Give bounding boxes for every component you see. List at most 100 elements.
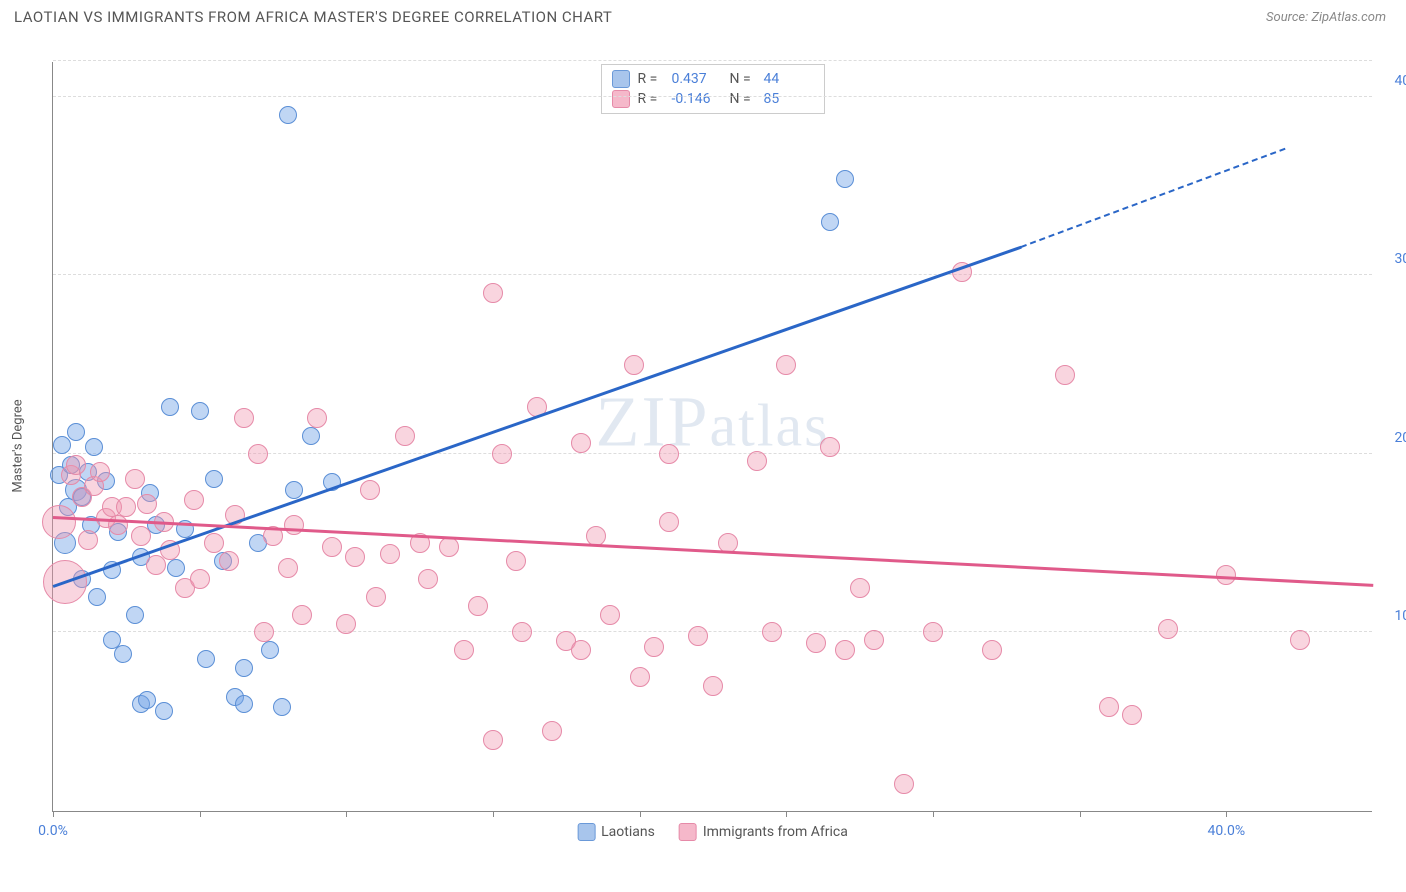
scatter-point [439, 537, 459, 557]
gridline [53, 96, 1372, 97]
scatter-point [116, 497, 136, 517]
header: LAOTIAN VS IMMIGRANTS FROM AFRICA MASTER… [0, 0, 1406, 30]
scatter-point [284, 515, 304, 535]
scatter-point [600, 605, 620, 625]
scatter-point [923, 622, 943, 642]
scatter-point [624, 355, 644, 375]
scatter-point [571, 640, 591, 660]
scatter-point [235, 659, 253, 677]
scatter-point [278, 558, 298, 578]
scatter-point [418, 569, 438, 589]
y-tick-label: 30.0% [1394, 251, 1406, 267]
trend-line [1021, 148, 1286, 249]
x-tick [1080, 811, 1081, 817]
scatter-point [571, 433, 591, 453]
stats-row-africa: R = -0.146 N = 85 [612, 89, 814, 109]
scatter-point [234, 408, 254, 428]
scatter-point [894, 774, 914, 794]
scatter-point [273, 698, 291, 716]
scatter-point [197, 650, 215, 668]
n-label: N = [730, 71, 756, 87]
x-tick [1226, 811, 1227, 817]
y-tick-label: 20.0% [1394, 430, 1406, 446]
x-tick [346, 811, 347, 817]
scatter-point [90, 462, 110, 482]
x-tick-label: 40.0% [1208, 823, 1246, 839]
scatter-point [483, 283, 503, 303]
scatter-point [254, 622, 274, 642]
scatter-point [138, 691, 156, 709]
scatter-point [747, 451, 767, 471]
scatter-point [703, 676, 723, 696]
gridline [53, 60, 1372, 61]
x-tick [493, 811, 494, 817]
scatter-point [219, 551, 239, 571]
scatter-point [302, 427, 320, 445]
scatter-point [85, 438, 103, 456]
r-label: R = [638, 91, 664, 107]
scatter-point [1158, 619, 1178, 639]
source-prefix: Source: [1266, 10, 1311, 25]
scatter-point [1055, 365, 1075, 385]
scatter-point [630, 667, 650, 687]
scatter-point [835, 640, 855, 660]
y-tick-label: 10.0% [1394, 608, 1406, 624]
scatter-point [820, 437, 840, 457]
x-tick [786, 811, 787, 817]
watermark: ZIPatlas [596, 380, 830, 463]
scatter-point [248, 444, 268, 464]
scatter-point [762, 622, 782, 642]
scatter-point [982, 640, 1002, 660]
source-attribution: Source: ZipAtlas.com [1266, 10, 1386, 25]
scatter-point [322, 537, 342, 557]
scatter-point [285, 481, 303, 499]
scatter-point [821, 213, 839, 231]
scatter-point [126, 606, 144, 624]
stats-legend: R = 0.437 N = 44 R = -0.146 N = 85 [601, 64, 825, 114]
scatter-point [468, 596, 488, 616]
chart-title: LAOTIAN VS IMMIGRANTS FROM AFRICA MASTER… [14, 8, 612, 26]
source-name: ZipAtlas.com [1311, 10, 1386, 25]
n-label: N = [730, 91, 756, 107]
scatter-point [659, 512, 679, 532]
scatter-point [688, 626, 708, 646]
scatter-point [137, 494, 157, 514]
scatter-point [1122, 705, 1142, 725]
scatter-point [66, 455, 86, 475]
x-tick [640, 811, 641, 817]
x-tick [933, 811, 934, 817]
x-tick-label: 0.0% [38, 823, 68, 839]
scatter-point [184, 490, 204, 510]
scatter-point [512, 622, 532, 642]
n-value: 44 [764, 71, 814, 87]
scatter-point [191, 402, 209, 420]
scatter-point [380, 544, 400, 564]
scatter-point [806, 633, 826, 653]
scatter-point [659, 444, 679, 464]
scatter-point [506, 551, 526, 571]
legend-item-africa: Immigrants from Africa [679, 823, 848, 841]
scatter-point [1290, 630, 1310, 650]
scatter-point [205, 470, 223, 488]
scatter-point [395, 426, 415, 446]
legend-item-laotians: Laotians [577, 823, 655, 841]
scatter-point [67, 423, 85, 441]
scatter-point [307, 408, 327, 428]
x-tick [200, 811, 201, 817]
scatter-point [78, 530, 98, 550]
scatter-point [542, 721, 562, 741]
r-label: R = [638, 71, 664, 87]
scatter-point [776, 355, 796, 375]
scatter-point [88, 588, 106, 606]
stats-row-laotians: R = 0.437 N = 44 [612, 69, 814, 89]
scatter-point [644, 637, 664, 657]
scatter-point [261, 641, 279, 659]
scatter-point [850, 578, 870, 598]
x-tick [53, 811, 54, 817]
scatter-point [483, 730, 503, 750]
scatter-point [125, 469, 145, 489]
scatter-point [131, 526, 151, 546]
scatter-point [155, 702, 173, 720]
scatter-point [864, 630, 884, 650]
scatter-point [292, 605, 312, 625]
